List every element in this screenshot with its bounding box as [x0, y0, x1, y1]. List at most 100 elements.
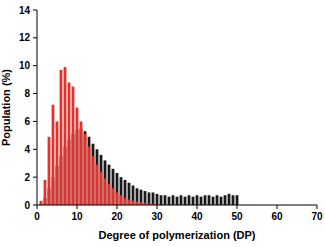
chart: 02468101214010203040506070Degree of poly…: [0, 0, 325, 247]
bar: [192, 197, 195, 205]
bar: [124, 180, 127, 205]
x-tick: [277, 205, 278, 209]
bar: [116, 192, 119, 205]
bar: [160, 195, 163, 205]
bar: [140, 190, 143, 205]
x-tick: [157, 205, 158, 209]
y-tick-label: 2: [24, 172, 30, 183]
bar: [48, 137, 51, 205]
bar: [112, 169, 115, 205]
bar: [232, 195, 235, 205]
x-tick: [237, 205, 238, 209]
bar: [144, 191, 147, 205]
bar: [216, 195, 219, 205]
bar: [224, 195, 227, 205]
bar: [152, 192, 155, 205]
y-tick: [33, 10, 37, 11]
bar: [92, 156, 95, 205]
bar: [156, 194, 159, 205]
bar: [112, 188, 115, 205]
x-tick-label: 0: [34, 211, 40, 222]
bar: [52, 105, 55, 205]
bar: [40, 201, 43, 205]
x-axis-line: [37, 205, 317, 206]
axes: [33, 10, 317, 209]
bar: [76, 108, 79, 206]
y-tick: [33, 177, 37, 178]
x-tick: [117, 205, 118, 209]
bar: [92, 144, 95, 205]
bar: [228, 194, 231, 205]
bar: [212, 197, 215, 205]
bar: [100, 155, 103, 205]
bar: [132, 201, 135, 205]
y-tick: [33, 37, 37, 38]
bar: [80, 121, 83, 205]
bars: [40, 67, 239, 205]
x-axis-label: Degree of polymerization (DP): [98, 229, 255, 241]
bar: [196, 195, 199, 205]
y-tick-label: 6: [24, 116, 30, 127]
bar: [72, 87, 75, 205]
y-tick: [33, 149, 37, 150]
bar: [220, 197, 223, 205]
bar: [148, 192, 151, 205]
y-axis-label: Population (%): [0, 69, 12, 146]
bar: [88, 147, 91, 206]
bar: [116, 173, 119, 205]
bar: [168, 197, 171, 205]
y-axis-line: [37, 10, 38, 205]
y-tick-label: 8: [24, 88, 30, 99]
bar: [96, 165, 99, 205]
y-tick: [33, 65, 37, 66]
bar: [128, 199, 131, 205]
y-tick: [33, 93, 37, 94]
bar: [44, 180, 47, 205]
y-tick: [33, 121, 37, 122]
bar: [104, 179, 107, 205]
x-tick: [77, 205, 78, 209]
bar: [68, 82, 71, 205]
bar: [104, 160, 107, 205]
y-tick-label: 4: [24, 144, 30, 155]
bar: [60, 70, 63, 205]
bar: [108, 165, 111, 205]
x-tick-label: 70: [311, 211, 323, 222]
bar: [64, 67, 67, 205]
bar: [136, 188, 139, 205]
x-tick-label: 60: [271, 211, 283, 222]
bar: [84, 134, 87, 205]
bar: [188, 195, 191, 205]
x-tick: [197, 205, 198, 209]
y-tick-label: 10: [19, 60, 31, 71]
bar: [164, 195, 167, 205]
bar: [200, 197, 203, 205]
y-tick-label: 14: [19, 5, 31, 16]
y-tick-label: 0: [24, 200, 30, 211]
bar: [108, 184, 111, 205]
y-tick: [33, 205, 37, 206]
bar: [136, 202, 139, 205]
bar: [120, 195, 123, 205]
bar: [204, 195, 207, 205]
bar: [124, 198, 127, 205]
x-tick-label: 50: [231, 211, 243, 222]
bar: [100, 172, 103, 205]
y-tick-label: 12: [19, 32, 31, 43]
bar: [184, 197, 187, 205]
bar: [88, 137, 91, 205]
x-tick-label: 10: [71, 211, 83, 222]
bar: [96, 149, 99, 205]
bar: [172, 195, 175, 205]
x-tick-label: 40: [191, 211, 203, 222]
x-tick-label: 20: [111, 211, 123, 222]
x-tick: [317, 205, 318, 209]
bar: [236, 195, 239, 205]
bar: [208, 195, 211, 205]
bar: [84, 131, 87, 205]
bar: [120, 177, 123, 205]
bar: [176, 197, 179, 205]
bar: [56, 121, 59, 205]
bar: [180, 195, 183, 205]
x-tick: [37, 205, 38, 209]
